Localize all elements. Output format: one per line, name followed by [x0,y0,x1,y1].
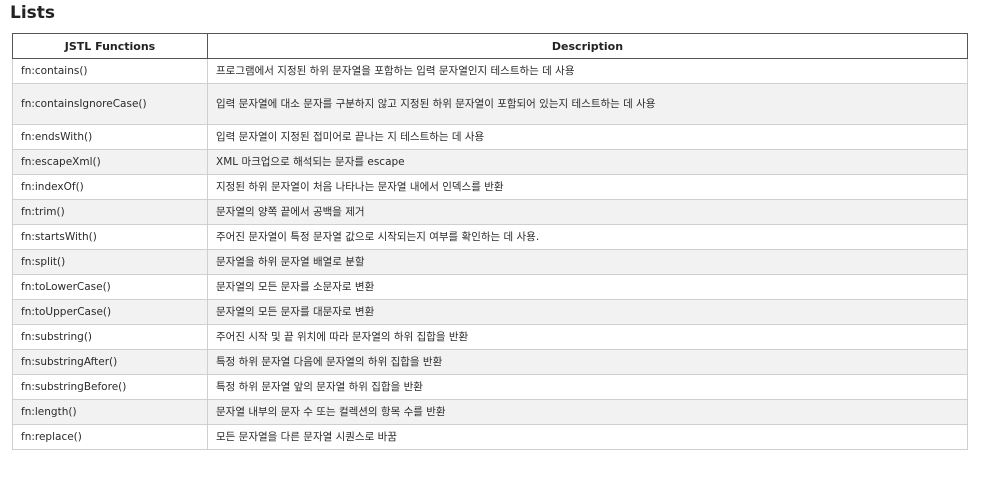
description-cell: 문자열의 모든 문자를 대문자로 변환 [207,299,968,325]
table-row: fn:substringAfter() 특정 하위 문자열 다음에 문자열의 하… [12,349,968,375]
table-row: fn:replace() 모든 문자열을 다른 문자열 시퀀스로 바꿈 [12,424,968,450]
table-row: fn:trim() 문자열의 양쪽 끝에서 공백을 제거 [12,199,968,225]
table-row: fn:length() 문자열 내부의 문자 수 또는 컬렉션의 항목 수를 반… [12,399,968,425]
table-row: fn:startsWith() 주어진 문자열이 특정 문자열 값으로 시작되는… [12,224,968,250]
function-name-cell: fn:length() [12,399,208,425]
function-name-cell: fn:replace() [12,424,208,450]
table-row: fn:substring() 주어진 시작 및 끝 위치에 따라 문자열의 하위… [12,324,968,350]
description-cell: 특정 하위 문자열 다음에 문자열의 하위 집합을 반환 [207,349,968,375]
function-name-cell: fn:split() [12,249,208,275]
table-row: fn:toLowerCase() 문자열의 모든 문자를 소문자로 변환 [12,274,968,300]
function-name-cell: fn:trim() [12,199,208,225]
description-cell: 특정 하위 문자열 앞의 문자열 하위 집합을 반환 [207,374,968,400]
table-row: fn:endsWith() 입력 문자열이 지정된 접미어로 끝나는 지 테스트… [12,124,968,150]
description-cell: 주어진 시작 및 끝 위치에 따라 문자열의 하위 집합을 반환 [207,324,968,350]
description-cell: 문자열 내부의 문자 수 또는 컬렉션의 항목 수를 반환 [207,399,968,425]
function-name-cell: fn:substringAfter() [12,349,208,375]
function-name-cell: fn:indexOf() [12,174,208,200]
description-cell: 지정된 하위 문자열이 처음 나타나는 문자열 내에서 인덱스를 반환 [207,174,968,200]
table-row: fn:escapeXml() XML 마크업으로 해석되는 문자를 escape [12,149,968,175]
header-description: Description [207,33,968,59]
description-cell: 프로그램에서 지정된 하위 문자열을 포함하는 입력 문자열인지 테스트하는 데… [207,58,968,84]
jstl-functions-table: JSTL Functions Description fn:contains()… [12,33,968,450]
table-row: fn:split() 문자열을 하위 문자열 배열로 분할 [12,249,968,275]
description-cell: 문자열의 양쪽 끝에서 공백을 제거 [207,199,968,225]
description-cell: 문자열을 하위 문자열 배열로 분할 [207,249,968,275]
description-cell: 입력 문자열에 대소 문자를 구분하지 않고 지정된 하위 문자열이 포함되어 … [207,83,968,125]
function-name-cell: fn:containsIgnoreCase() [12,83,208,125]
description-cell: 입력 문자열이 지정된 접미어로 끝나는 지 테스트하는 데 사용 [207,124,968,150]
description-cell: 주어진 문자열이 특정 문자열 값으로 시작되는지 여부를 확인하는 데 사용. [207,224,968,250]
table-row: fn:contains() 프로그램에서 지정된 하위 문자열을 포함하는 입력… [12,58,968,84]
table-header-row: JSTL Functions Description [12,33,968,59]
function-name-cell: fn:substring() [12,324,208,350]
function-name-cell: fn:toLowerCase() [12,274,208,300]
page-title: Lists [10,3,56,23]
function-name-cell: fn:substringBefore() [12,374,208,400]
table-row: fn:toUpperCase() 문자열의 모든 문자를 대문자로 변환 [12,299,968,325]
function-name-cell: fn:escapeXml() [12,149,208,175]
description-cell: XML 마크업으로 해석되는 문자를 escape [207,149,968,175]
table-row: fn:containsIgnoreCase() 입력 문자열에 대소 문자를 구… [12,83,968,125]
function-name-cell: fn:endsWith() [12,124,208,150]
table-row: fn:substringBefore() 특정 하위 문자열 앞의 문자열 하위… [12,374,968,400]
function-name-cell: fn:startsWith() [12,224,208,250]
function-name-cell: fn:toUpperCase() [12,299,208,325]
description-cell: 모든 문자열을 다른 문자열 시퀀스로 바꿈 [207,424,968,450]
description-cell: 문자열의 모든 문자를 소문자로 변환 [207,274,968,300]
header-jstl-functions: JSTL Functions [12,33,208,59]
function-name-cell: fn:contains() [12,58,208,84]
table-row: fn:indexOf() 지정된 하위 문자열이 처음 나타나는 문자열 내에서… [12,174,968,200]
